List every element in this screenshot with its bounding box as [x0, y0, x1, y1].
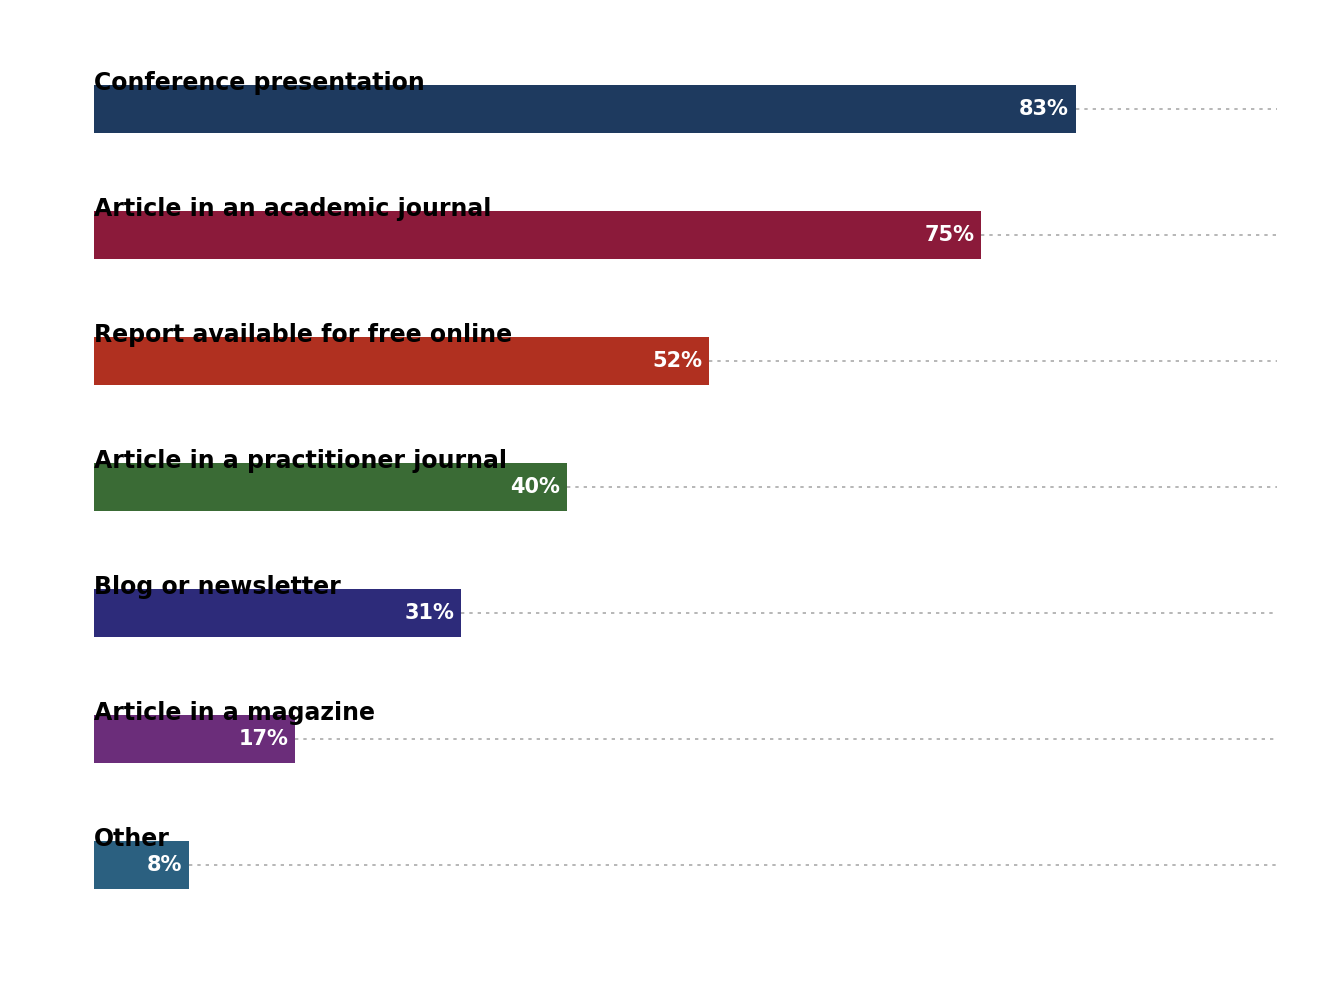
- Text: Report available for free online: Report available for free online: [94, 323, 512, 347]
- Text: Article in a practitioner journal: Article in a practitioner journal: [94, 449, 507, 473]
- Text: 31%: 31%: [405, 603, 454, 623]
- Text: Article in an academic journal: Article in an academic journal: [94, 197, 492, 221]
- Text: Other: Other: [94, 827, 169, 851]
- Text: Conference presentation: Conference presentation: [94, 71, 425, 95]
- Text: 17%: 17%: [238, 729, 289, 749]
- Text: Blog or newsletter: Blog or newsletter: [94, 575, 341, 599]
- Text: 75%: 75%: [925, 225, 974, 245]
- Text: Article in a magazine: Article in a magazine: [94, 701, 375, 725]
- Text: 8%: 8%: [146, 855, 181, 875]
- Text: 40%: 40%: [511, 477, 560, 497]
- Text: 83%: 83%: [1019, 99, 1068, 119]
- Text: 52%: 52%: [652, 351, 703, 371]
